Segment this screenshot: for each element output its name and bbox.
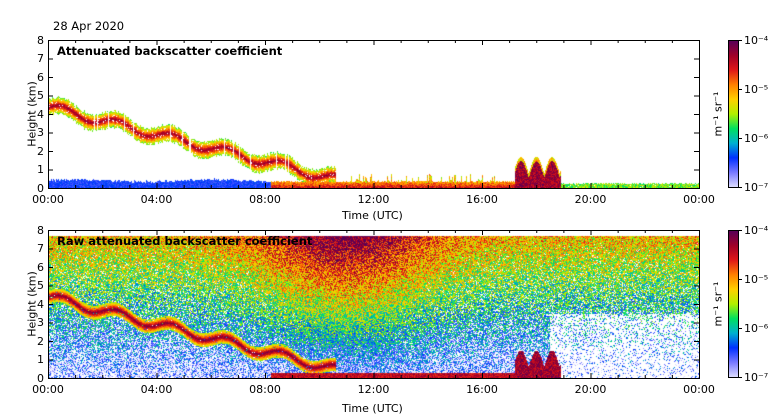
y-tick-label: 2 (37, 334, 44, 348)
y-tick-label: 4 (37, 297, 44, 311)
y-tick-label: 5 (37, 279, 44, 292)
plot-frame-0 (48, 40, 700, 189)
y-tick-label: 8 (37, 223, 44, 237)
y-tick-label: 3 (37, 126, 44, 139)
y-tick-label: 6 (37, 260, 44, 274)
y-tick-label: 7 (37, 52, 44, 65)
heatmap-attenuated-backscatter (48, 40, 699, 188)
x-tick-label: 20:00 (574, 193, 607, 206)
plot-attenuated-backscatter[interactable] (48, 40, 699, 188)
x-tick-label: 04:00 (140, 193, 173, 206)
plot-frame-1 (48, 230, 700, 379)
panel-title-bottom: Raw attenuated backscatter coefficient (57, 234, 313, 248)
x-tick-label: 08:00 (249, 193, 281, 206)
colorbar-tick-label: 10⁻⁷ (744, 180, 769, 194)
colorbar-tick-label: 10⁻⁶ (744, 131, 769, 145)
y-tick-label: 8 (37, 33, 44, 47)
x-tick-label: 00:00 (32, 193, 64, 206)
colorbar-tick-label: 10⁻⁵ (744, 82, 769, 96)
x-tick-label: 16:00 (466, 193, 498, 206)
x-tick-label: 12:00 (357, 383, 390, 396)
colorbar-tick-label: 10⁻⁴ (744, 223, 769, 237)
x-tick-label: 20:00 (574, 383, 607, 396)
x-tick-label: 12:00 (357, 193, 390, 206)
y-tick-label: 1 (37, 163, 44, 176)
y-tick-label: 0 (37, 371, 44, 385)
x-tick-label: 00:00 (683, 383, 715, 396)
date-label: 28 Apr 2020 (53, 19, 125, 33)
x-tick-label: 16:00 (466, 383, 498, 396)
colorbar-tick-label: 10⁻⁷ (744, 370, 769, 384)
colorbar-top (728, 40, 739, 188)
y-tick-label: 3 (37, 316, 44, 329)
y-tick-label: 6 (37, 70, 44, 84)
x-tick-label: 00:00 (32, 383, 64, 396)
heatmap-raw-attenuated-backscatter (48, 230, 699, 378)
panel-title-top: Attenuated backscatter coefficient (57, 44, 283, 58)
x-tick-label: 08:00 (249, 383, 281, 396)
y-tick-label: 7 (37, 242, 44, 255)
x-tick-label: 04:00 (140, 383, 173, 396)
y-tick-label: 4 (37, 107, 44, 121)
plot-raw-attenuated-backscatter[interactable] (48, 230, 699, 378)
colorbar-bottom (728, 230, 739, 378)
y-tick-label: 2 (37, 144, 44, 158)
x-axis-title-top: Time (UTC) (342, 209, 403, 222)
colorbar-tick-label: 10⁻⁴ (744, 33, 769, 47)
x-axis-title-bottom: Time (UTC) (342, 402, 403, 415)
y-tick-label: 0 (37, 181, 44, 195)
y-tick-label: 5 (37, 89, 44, 102)
y-tick-label: 1 (37, 353, 44, 366)
colorbar-tick-label: 10⁻⁶ (744, 321, 769, 335)
x-tick-label: 00:00 (683, 193, 715, 206)
colorbar-tick-label: 10⁻⁵ (744, 272, 769, 286)
